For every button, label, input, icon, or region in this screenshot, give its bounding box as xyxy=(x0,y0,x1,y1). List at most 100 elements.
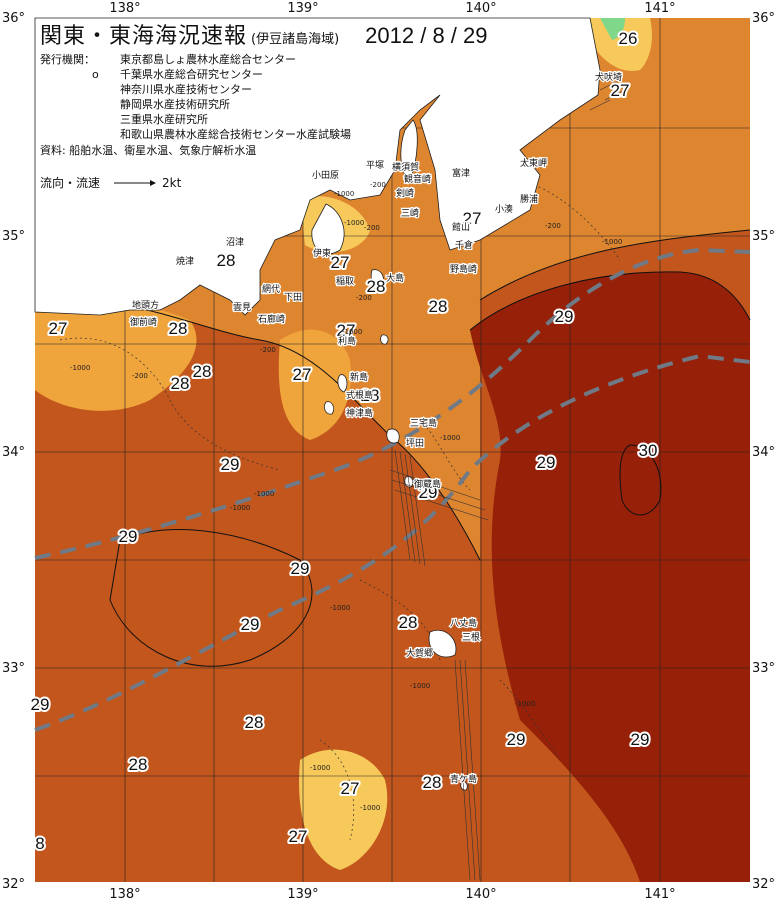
place-name: 太東岬 xyxy=(520,157,547,169)
land-niijima xyxy=(337,374,348,393)
isotherm-label: 29 xyxy=(241,615,260,634)
land-oshima xyxy=(370,269,384,286)
land-hachijojima xyxy=(428,629,457,658)
isotherm-label: 29 xyxy=(555,307,574,326)
isotherm-label: 29 xyxy=(291,559,310,578)
place-name: 新島 xyxy=(350,371,368,383)
depth-label: -1000 xyxy=(344,219,364,227)
place-name: 大島 xyxy=(386,272,404,284)
temperature-zone-26 xyxy=(590,18,652,71)
lon-label-139: 139° xyxy=(287,1,318,16)
map-subtitle: (伊豆諸島海域) xyxy=(251,32,340,47)
place-name: 式根島 xyxy=(346,389,373,401)
lat-label-32: 32° xyxy=(2,877,25,892)
place-name: 御蔵島 xyxy=(414,478,441,490)
depth-label: -1000 xyxy=(230,504,250,512)
depth-label: -1000 xyxy=(334,190,354,198)
place-names: 犬吠埼 太東岬 勝浦 小湊 館山 千倉 野島崎 富津 平塚 横須賀 観音崎 剣崎… xyxy=(129,70,624,787)
organization-item: 神奈川県水産技術センター xyxy=(120,83,252,96)
organizations-label: 発行機関： xyxy=(40,53,95,66)
map-title: 関東・東海海況速報 xyxy=(40,24,248,49)
land-toshima xyxy=(380,334,389,345)
isotherm-label: 26 xyxy=(619,29,638,48)
isotherm-label: 28 xyxy=(171,374,190,393)
place-name: 利島 xyxy=(338,335,356,347)
organization-item: o 千葉県水産総合研究センター xyxy=(92,68,263,81)
lat-label-34: 34° xyxy=(2,445,25,460)
isotherm-label: 28 xyxy=(217,251,236,270)
land-honshu xyxy=(34,17,601,316)
isotherm-label: 28 xyxy=(169,319,188,338)
place-name: 野島崎 xyxy=(450,263,477,275)
land xyxy=(34,17,601,791)
organization-item: 東京都島しょ農林水産総合センター xyxy=(120,53,296,66)
place-name: 小田原 xyxy=(312,170,339,181)
lon-label-141-bottom: 141° xyxy=(644,887,675,900)
title-row: 関東・東海海況速報 (伊豆諸島海域) 2012 / 8 / 29 xyxy=(40,18,500,50)
place-name: 沼津 xyxy=(226,237,244,248)
isotherm-label: 27 xyxy=(341,779,360,798)
depth-label: -1000 xyxy=(70,364,90,372)
place-name: 平塚 xyxy=(366,160,384,171)
depth-label: -1000 xyxy=(440,434,460,442)
place-name: 千倉 xyxy=(455,239,473,251)
place-name: 勝浦 xyxy=(520,193,538,205)
land-miura xyxy=(400,119,418,181)
place-name: 青ケ島 xyxy=(450,773,477,785)
isotherm-label: 27 xyxy=(463,209,482,228)
depth-contours xyxy=(59,179,621,841)
isotherm-label: 27 xyxy=(611,81,630,100)
lon-label-141: 141° xyxy=(644,1,675,16)
place-name: 坪田 xyxy=(406,438,424,449)
lon-label-140-bottom: 140° xyxy=(465,887,496,900)
lat-label-36-right: 36° xyxy=(752,11,775,26)
isotherm-label: 28 xyxy=(361,386,380,405)
place-name: 富津 xyxy=(452,167,470,179)
place-name: 網代 xyxy=(262,283,280,295)
isotherm-label: 28 xyxy=(399,613,418,632)
isotherm-value-labels: 26 27 27 28 27 28 28 29 27 28 27 28 28 2… xyxy=(29,27,660,855)
lat-label-35: 35° xyxy=(2,229,25,244)
data-sources: 資料: 船舶水温、衛星水温、気象庁解析水温 xyxy=(40,144,257,157)
organization-item: 静岡県水産技術研究所 xyxy=(120,98,230,111)
isotherm-label: 28 xyxy=(423,773,442,792)
place-name: 稲取 xyxy=(336,275,354,287)
depth-label: -1000 xyxy=(330,604,350,612)
lon-label-139-bottom: 139° xyxy=(287,887,318,900)
warm-eddy xyxy=(110,529,312,667)
legend-value: 2kt xyxy=(162,175,182,190)
place-name: 雲見 xyxy=(233,302,251,313)
current-legend: 流向・流速 2kt xyxy=(40,174,181,191)
land-kozushima xyxy=(324,401,334,415)
lat-label-33-right: 33° xyxy=(752,661,775,676)
lon-label-140: 140° xyxy=(465,1,496,16)
isotherm-label: 29 xyxy=(31,695,50,714)
place-name: 伊東 xyxy=(313,247,331,259)
depth-label: -200 xyxy=(370,181,386,189)
organization-item: 三重県水産研究所 xyxy=(120,113,208,126)
depth-label: -1000 xyxy=(515,700,535,708)
depth-label: -200 xyxy=(356,294,372,302)
lat-label-35-right: 35° xyxy=(752,229,775,244)
isotherm-label: 27 xyxy=(337,321,356,340)
map-date: 2012 / 8 / 29 xyxy=(365,23,488,48)
isotherm-label: 28 xyxy=(129,755,148,774)
current-vectors xyxy=(389,79,626,881)
depth-label: -200 xyxy=(260,346,276,354)
land-aogashima xyxy=(460,781,468,791)
place-name: 剣崎 xyxy=(396,187,414,199)
isotherm-label: 28 xyxy=(367,277,386,296)
place-name: 大賀郷 xyxy=(406,647,433,659)
place-name: 三崎 xyxy=(401,207,419,219)
place-name: 館山 xyxy=(452,221,470,233)
warm-tongue-patch xyxy=(600,18,625,40)
depth-label: -200 xyxy=(364,224,380,232)
kuroshio-axis xyxy=(34,247,751,732)
place-name: 小湊 xyxy=(495,203,513,215)
place-name: 下田 xyxy=(284,292,302,303)
land-miyakejima xyxy=(386,428,400,444)
place-name: 三根 xyxy=(462,631,480,643)
isotherm-label: 29 xyxy=(631,730,650,749)
